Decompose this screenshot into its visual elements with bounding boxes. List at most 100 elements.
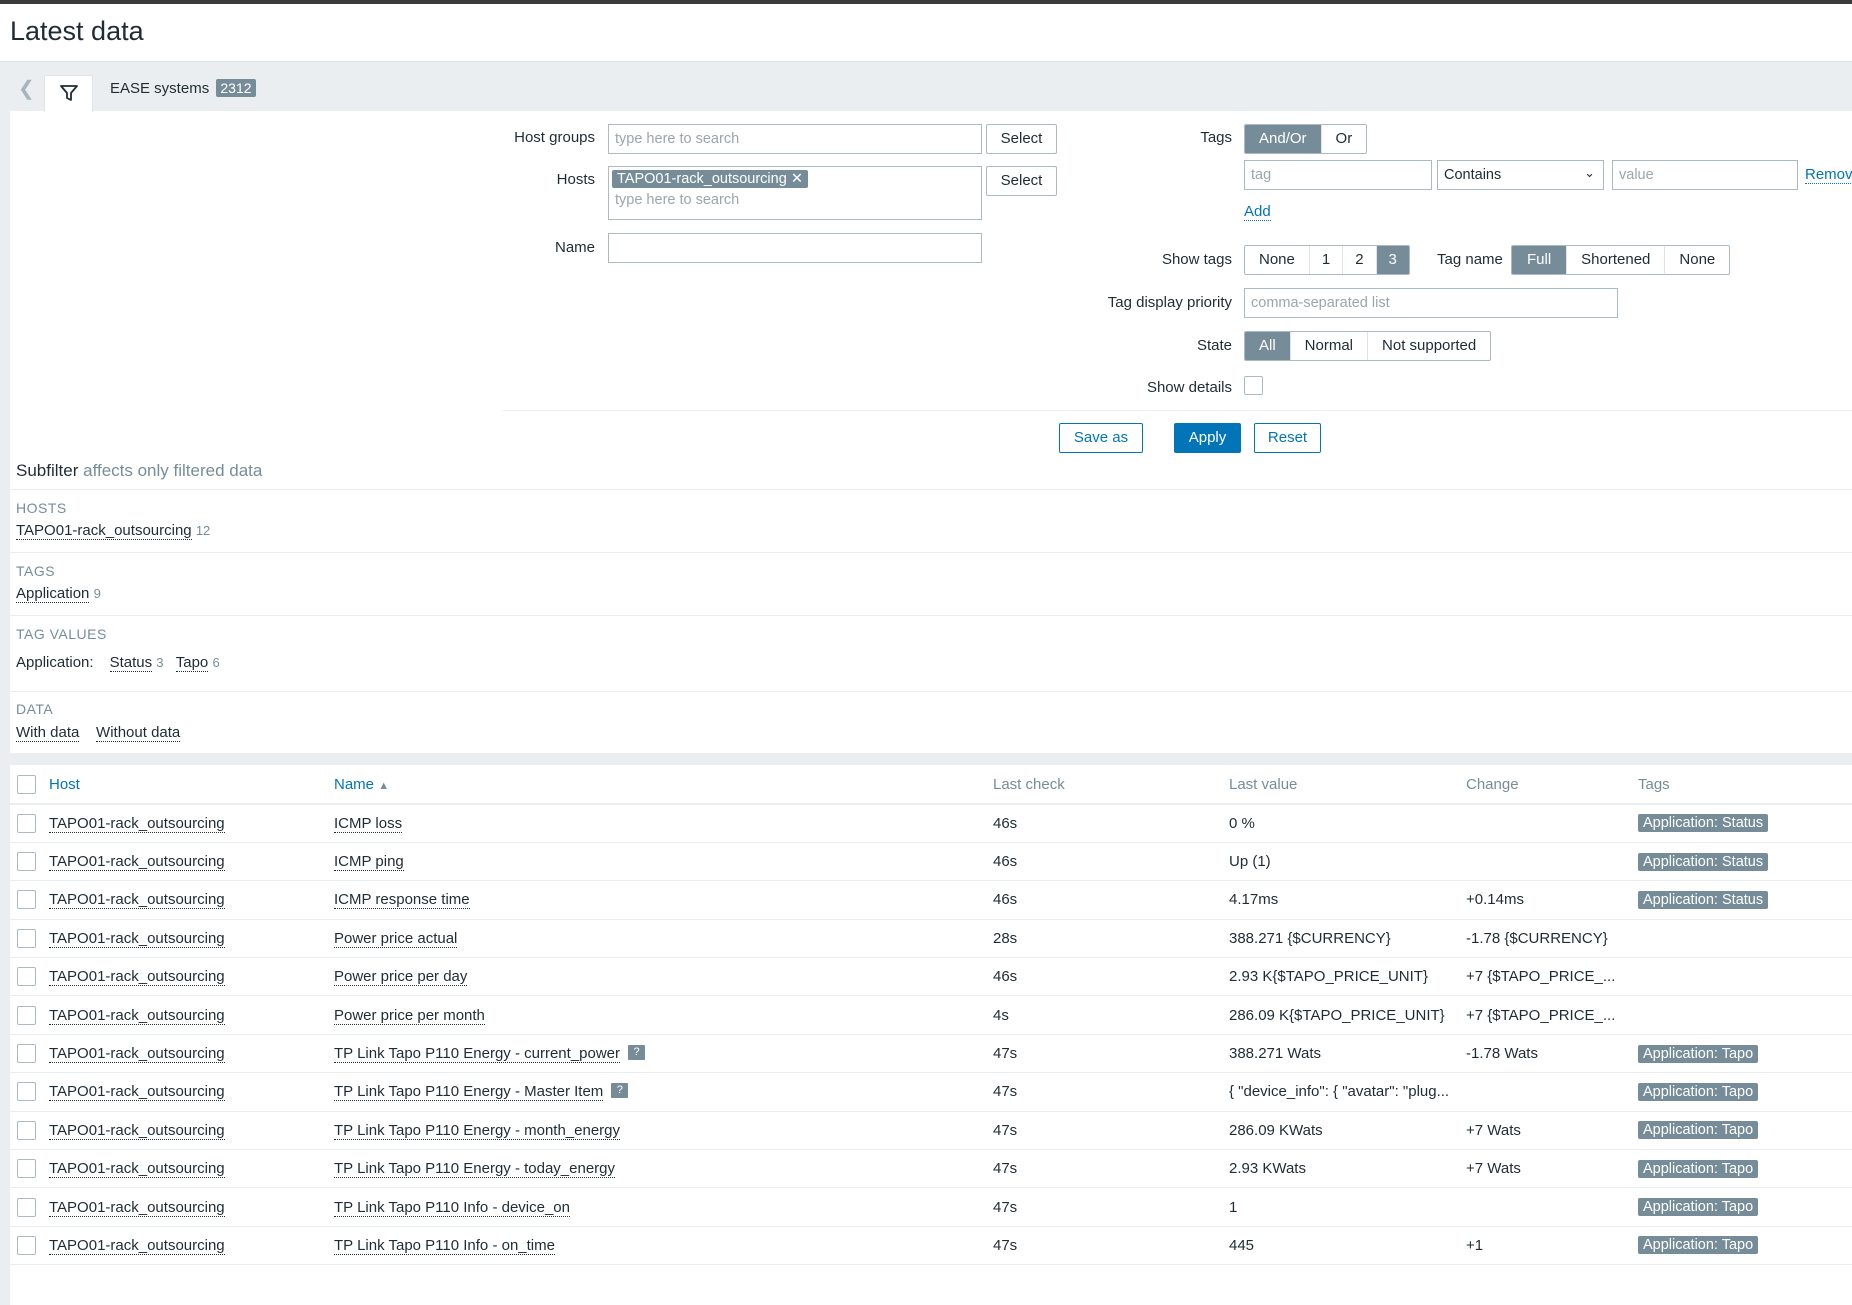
item-name-link[interactable]: Power price actual	[334, 929, 458, 948]
subfilter-tags-heading: TAGS	[16, 563, 56, 579]
host-link[interactable]: TAPO01-rack_outsourcing	[49, 1083, 225, 1102]
host-link[interactable]: TAPO01-rack_outsourcing	[49, 1198, 225, 1217]
show-tags-1[interactable]: 1	[1310, 246, 1344, 274]
tag-chip[interactable]: Application: Tapo	[1638, 1044, 1759, 1063]
tag-name-toggle[interactable]: Full Shortened None	[1511, 245, 1731, 275]
hosts-input[interactable]: TAPO01-rack_outsourcing ✕ type here to s…	[608, 166, 982, 220]
show-tags-toggle[interactable]: None 1 2 3	[1244, 245, 1410, 275]
tag-value-input[interactable]: value	[1612, 160, 1798, 190]
host-link[interactable]: TAPO01-rack_outsourcing	[49, 1045, 225, 1064]
item-name-link[interactable]: TP Link Tapo P110 Info - device_on	[334, 1198, 570, 1217]
filter-tab[interactable]	[44, 75, 93, 112]
name-column-header[interactable]: Name ▲	[334, 765, 993, 805]
tag-priority-input[interactable]: comma-separated list	[1244, 288, 1618, 318]
close-icon[interactable]: ✕	[790, 171, 803, 187]
host-link[interactable]: TAPO01-rack_outsourcing	[49, 814, 225, 833]
subfilter-host-link[interactable]: TAPO01-rack_outsourcing	[16, 522, 192, 540]
select-all-checkbox[interactable]	[17, 774, 36, 794]
tag-chip[interactable]: Application: Tapo	[1638, 1159, 1759, 1178]
subfilter-tag-value-status[interactable]: Status	[109, 654, 153, 672]
host-groups-label: Host groups	[514, 129, 595, 146]
help-icon[interactable]: ?	[628, 1045, 645, 1061]
tags-op-andor[interactable]: And/Or	[1245, 125, 1322, 153]
host-link[interactable]: TAPO01-rack_outsourcing	[49, 853, 225, 872]
item-name-link[interactable]: Power price per month	[334, 1006, 485, 1025]
item-name-link[interactable]: ICMP response time	[334, 891, 470, 910]
host-groups-input[interactable]: type here to search	[608, 124, 982, 154]
row-checkbox[interactable]	[17, 1235, 36, 1255]
tags-op-or[interactable]: Or	[1335, 130, 1353, 147]
item-name-link[interactable]: ICMP loss	[334, 814, 403, 833]
show-tags-3[interactable]: 3	[1376, 246, 1409, 274]
state-normal[interactable]: Normal	[1291, 332, 1369, 360]
last-value: 388.271 {$CURRENCY}	[1229, 919, 1466, 959]
with-data-link[interactable]: With data	[16, 724, 80, 742]
host-link[interactable]: TAPO01-rack_outsourcing	[49, 891, 225, 910]
save-as-button[interactable]: Save as	[1059, 423, 1143, 453]
item-name-link[interactable]: ICMP ping	[334, 853, 404, 872]
tag-chip[interactable]: Application: Tapo	[1638, 1198, 1759, 1217]
last-check: 28s	[993, 919, 1229, 959]
tag-chip[interactable]: Application: Status	[1638, 814, 1769, 833]
subfilter-tag-value-tapo[interactable]: Tapo	[175, 654, 209, 672]
help-icon[interactable]: ?	[611, 1083, 629, 1099]
row-checkbox[interactable]	[17, 1005, 36, 1025]
state-toggle[interactable]: All Normal Not supported	[1244, 331, 1492, 361]
host-groups-select-button[interactable]: Select	[986, 124, 1057, 154]
chevron-left-icon[interactable]: ❮	[18, 78, 35, 100]
item-name-link[interactable]: TP Link Tapo P110 Energy - Master Item	[334, 1083, 604, 1102]
host-link[interactable]: TAPO01-rack_outsourcing	[49, 1006, 225, 1025]
without-data-link[interactable]: Without data	[96, 724, 181, 742]
tag-operator-select[interactable]: Contains ⌄	[1437, 160, 1604, 190]
row-checkbox[interactable]	[17, 890, 36, 910]
remove-tag-link[interactable]: Remove	[1805, 166, 1852, 184]
tag-chip[interactable]: Application: Status	[1638, 852, 1769, 871]
reset-button[interactable]: Reset	[1254, 423, 1321, 453]
top-bar	[0, 0, 1852, 4]
item-name-link[interactable]: TP Link Tapo P110 Energy - month_energy	[334, 1121, 621, 1140]
tag-chip[interactable]: Application: Tapo	[1638, 1236, 1759, 1255]
last-value: 2.93 KWats	[1229, 1149, 1466, 1189]
tags-operator[interactable]: And/Or Or	[1244, 124, 1368, 154]
state-not-supported[interactable]: Not supported	[1382, 337, 1477, 354]
add-tag-link[interactable]: Add	[1244, 203, 1271, 221]
row-checkbox[interactable]	[17, 967, 36, 987]
tag-chip[interactable]: Application: Tapo	[1638, 1121, 1759, 1140]
row-checkbox[interactable]	[17, 1159, 36, 1179]
hosts-select-button[interactable]: Select	[986, 166, 1057, 196]
show-tags-none[interactable]: None	[1245, 246, 1310, 274]
item-name-link[interactable]: TP Link Tapo P110 Info - on_time	[334, 1236, 555, 1255]
item-name-link[interactable]: Power price per day	[334, 968, 468, 987]
host-link[interactable]: TAPO01-rack_outsourcing	[49, 968, 225, 987]
row-checkbox[interactable]	[17, 813, 36, 833]
show-details-checkbox[interactable]	[1244, 376, 1263, 395]
show-tags-2[interactable]: 2	[1343, 246, 1377, 274]
tag-chip[interactable]: Application: Tapo	[1638, 1082, 1759, 1101]
item-name-link[interactable]: TP Link Tapo P110 Energy - current_power	[334, 1045, 620, 1064]
host-column-header[interactable]: Host	[49, 765, 334, 805]
tag-chip[interactable]: Application: Status	[1638, 890, 1769, 909]
item-name-link[interactable]: TP Link Tapo P110 Energy - today_energy	[334, 1160, 616, 1179]
table-row: TAPO01-rack_outsourcing ICMP loss 46s 0 …	[10, 804, 1852, 843]
saved-filter-tab[interactable]: EASE systems 2312	[110, 79, 256, 97]
tag-name-shortened[interactable]: Shortened	[1567, 246, 1666, 274]
tag-name-none[interactable]: None	[1679, 251, 1716, 268]
host-link[interactable]: TAPO01-rack_outsourcing	[49, 1121, 225, 1140]
subfilter-tag-link[interactable]: Application	[16, 585, 90, 603]
host-link[interactable]: TAPO01-rack_outsourcing	[49, 929, 225, 948]
row-checkbox[interactable]	[17, 1082, 36, 1102]
tag-input[interactable]: tag	[1244, 160, 1432, 190]
table-row: TAPO01-rack_outsourcing TP Link Tapo P11…	[10, 1187, 1852, 1227]
apply-button[interactable]: Apply	[1174, 423, 1241, 453]
state-all[interactable]: All	[1245, 332, 1291, 360]
row-checkbox[interactable]	[17, 1044, 36, 1064]
row-checkbox[interactable]	[17, 1120, 36, 1140]
latest-data-table: Host Name ▲ Last check Last value Change…	[10, 765, 1852, 1266]
tag-name-full[interactable]: Full	[1512, 246, 1568, 274]
row-checkbox[interactable]	[17, 928, 36, 948]
host-link[interactable]: TAPO01-rack_outsourcing	[49, 1160, 225, 1179]
row-checkbox[interactable]	[17, 852, 36, 872]
host-link[interactable]: TAPO01-rack_outsourcing	[49, 1236, 225, 1255]
name-input[interactable]	[608, 233, 982, 263]
row-checkbox[interactable]	[17, 1197, 36, 1217]
